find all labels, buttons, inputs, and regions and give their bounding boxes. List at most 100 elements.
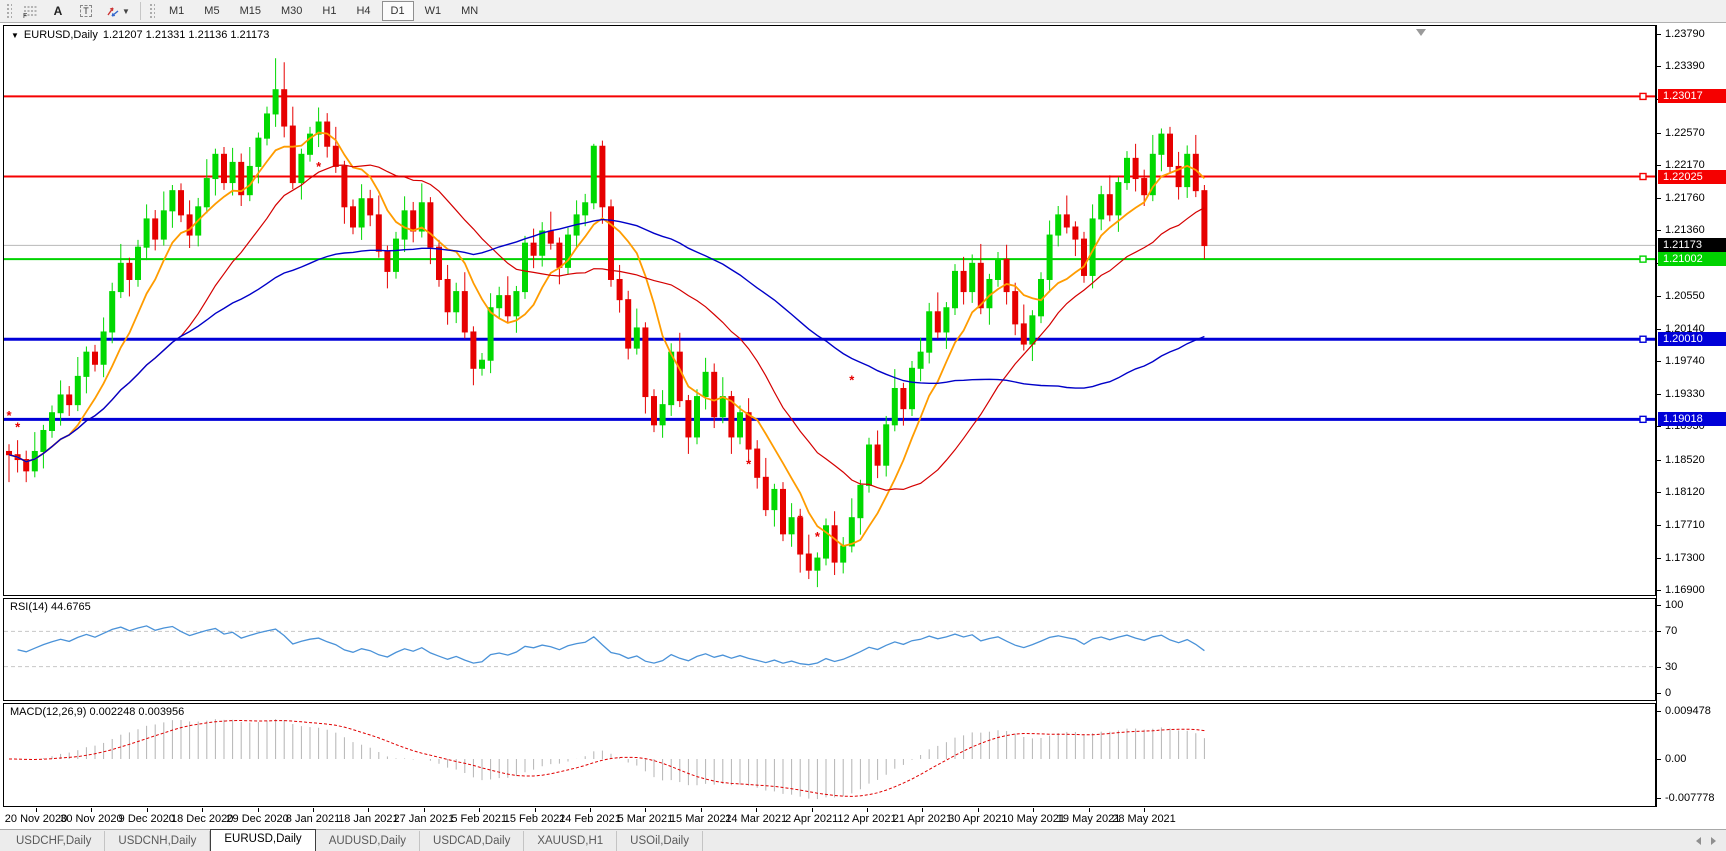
rsi-pane[interactable]: RSI(14) 44.6765 [3,598,1656,701]
date-label: 20 Nov 2020 [4,813,68,825]
price-label: 1.23390 [1665,60,1705,73]
date-tick [146,808,148,812]
toolbar-gripper[interactable] [6,3,12,19]
date-tick [257,808,259,812]
axis-tick [1657,295,1661,297]
date-label: 8 Jan 2021 [285,813,341,825]
date-label: 30 Nov 2020 [60,813,123,825]
axis-tick [1657,711,1661,712]
timeframe-button-h1[interactable]: H1 [322,5,337,17]
date-label: 10 May 2021 [1001,813,1065,825]
fibonacci-glyph: F [23,6,37,18]
date-tick [922,808,924,812]
date-tick [645,808,647,812]
macd-pane[interactable]: MACD(12,26,9) 0.002248 0.003956 [3,703,1656,807]
timeframe-button-d1[interactable]: D1 [381,1,414,21]
svg-text:*: * [780,494,786,509]
ohlc-high: 1.21331 [145,29,186,41]
price-label: 1.20140 [1665,322,1705,335]
price-label: 1.19740 [1665,355,1705,368]
timeframe-button-m30[interactable]: M30 [280,5,303,17]
date-label: 24 Feb 2021 [559,813,621,825]
macd-axis-label: -0.007778 [1665,792,1715,805]
text-box-icon: T [80,5,92,17]
date-label: 2 Apr 2021 [784,813,839,825]
axis-tick [1657,631,1661,633]
date-tick [867,808,868,812]
date-tick [590,808,591,812]
axis-tick [1657,132,1661,134]
svg-text:*: * [316,159,322,174]
timeframe-button-mn[interactable]: MN [461,5,479,17]
macd-label: MACD(12,26,9) 0.002248 0.003956 [10,706,185,718]
price-label: 1.20550 [1665,289,1705,302]
price-level-badge: 1.22025 [1658,169,1726,184]
date-tick [977,808,979,812]
ohlc-open: 1.21207 [102,29,143,41]
date-label: 9 Dec 2020 [118,813,175,825]
date-label: 24 Mar 2021 [725,813,788,825]
axis-tick [1657,66,1661,68]
symbol-tab-usoil-daily[interactable]: USOil,Daily [617,830,703,851]
date-label: 29 Dec 2020 [226,813,289,825]
price-level-badge: 1.23017 [1658,89,1726,104]
timeframe-button-w1[interactable]: W1 [424,5,442,17]
symbol-tab-xauusd-h1[interactable]: XAUUSD,H1 [524,830,618,851]
axis-tick [1657,524,1661,526]
svg-text:*: * [849,372,855,387]
timeframe-group: M1 M5 M15 M30 H1 H4 D1 W1 MN [159,1,488,21]
svg-text:*: * [815,529,821,544]
tabs-scroll-left-icon[interactable] [1696,836,1701,845]
date-tick [756,808,758,812]
symbol-tab-usdcad-daily[interactable]: USDCAD,Daily [420,830,525,851]
svg-text:*: * [763,474,769,489]
text-box-tool[interactable]: T [73,0,99,22]
timeframe-button-h4[interactable]: H4 [356,5,371,17]
rsi-chart [4,625,1655,668]
date-tick [36,808,37,812]
symbol-tab-audusd-daily[interactable]: AUDUSD,Daily [316,830,421,851]
svg-text:*: * [6,408,12,423]
text-label-icon: A [53,4,63,18]
date-tick [423,808,425,812]
date-axis[interactable]: 20 Nov 2020 30 Nov 2020 9 Dec 2020 18 Dec 2… [3,808,1656,828]
date-label: 15 Feb 2021 [503,813,566,825]
timeframe-button-m1[interactable]: M1 [169,5,185,17]
price-axis[interactable]: 1.237901.233901.229901.225701.221701.217… [1656,25,1726,807]
timeframe-button-m15[interactable]: M15 [239,5,261,17]
candlestick-chart: ********** [4,29,1655,588]
main-chart-pane[interactable]: * * * * * * * * * * ▼ EURUSD,Daily 1.21207 1.2133… [3,25,1656,596]
price-label: 1.23790 [1665,28,1705,40]
date-label: 18 Dec 2020 [170,813,234,825]
axis-tick [1657,459,1661,461]
fibonacci-retracement-icon[interactable]: F [17,0,43,22]
toolbar: F A T ▼ M1 M5 M15 M30 H1 H4 D1 W1 MN [0,0,1726,23]
arrows-dropdown[interactable]: ▼ [101,0,135,22]
symbol-tab-usdcnh-daily[interactable]: USDCNH,Daily [105,830,211,851]
chart-shift-marker [1416,29,1426,36]
tabs-scroll-right-icon[interactable] [1711,836,1716,845]
tabs-scroll-controls [1696,836,1726,845]
chart-collapse-icon[interactable]: ▼ [11,30,19,40]
text-label-tool[interactable]: A [45,0,71,22]
axis-tick [1657,491,1661,493]
axis-tick [1657,328,1661,330]
axis-tick [1657,605,1661,606]
svg-text:F: F [23,13,27,18]
date-tick [1144,808,1145,812]
date-label: 15 Mar 2021 [669,813,732,825]
symbol-tab-eurusd-daily[interactable]: EURUSD,Daily [210,829,316,851]
timeframe-button-m5[interactable]: M5 [204,5,220,17]
macd-axis-label: 0.00 [1665,753,1687,765]
svg-text:*: * [1202,216,1208,231]
rsi-label: RSI(14) 44.6765 [10,601,91,613]
date-tick [811,808,813,812]
price-label: 1.19330 [1665,388,1705,401]
axis-tick [1657,798,1661,800]
date-tick [202,808,204,812]
chart-title: ▼ EURUSD,Daily 1.21207 1.21331 1.21136 1… [11,29,269,41]
symbol-tab-usdchf-daily[interactable]: USDCHF,Daily [3,830,106,851]
toolbar-gripper[interactable] [149,3,155,19]
svg-text:*: * [798,511,804,526]
rsi-axis-label: 70 [1665,625,1678,638]
